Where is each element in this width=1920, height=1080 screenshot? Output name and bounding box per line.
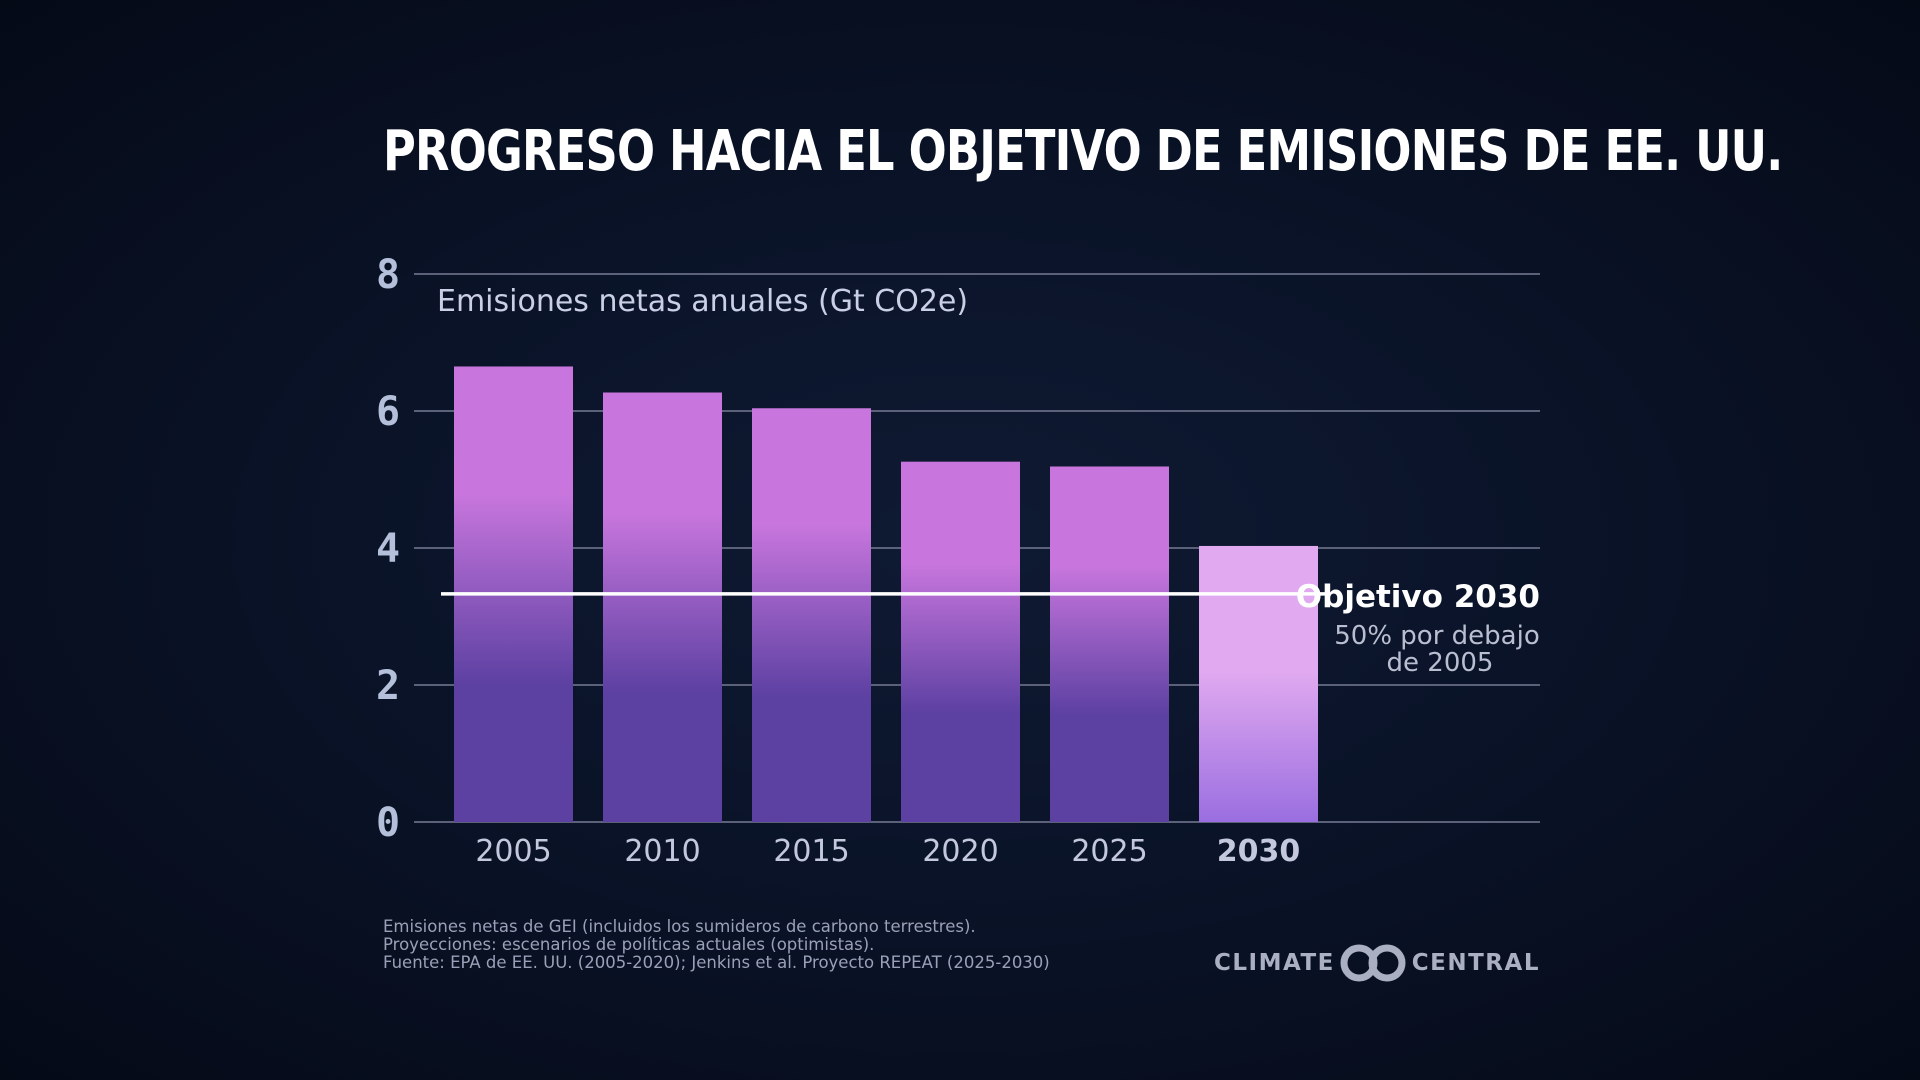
- target-sublabel-line2: de 2005: [1387, 648, 1494, 678]
- bar-2025: [1050, 466, 1169, 822]
- footnote-line: Emisiones netas de GEI (incluidos los su…: [383, 917, 976, 936]
- x-tick-label: 2025: [1071, 834, 1147, 869]
- y-tick-label: 0: [376, 800, 400, 846]
- footnote-line: Fuente: EPA de EE. UU. (2005-2020); Jenk…: [383, 953, 1050, 972]
- bar-2010: [603, 392, 722, 822]
- climate-central-logo-icon: [1340, 944, 1406, 982]
- target-label: Objetivo 2030: [1296, 579, 1540, 615]
- y-tick-label: 2: [376, 663, 400, 709]
- x-tick-label: 2010: [624, 834, 700, 869]
- target-sublabel-line1: 50% por debajo: [1334, 621, 1540, 651]
- footnotes: Emisiones netas de GEI (incluidos los su…: [383, 918, 1050, 972]
- y-tick-label: 4: [376, 526, 400, 572]
- bar-2030: [1199, 545, 1318, 822]
- climate-central-logo: CLIMATE CENTRAL: [1214, 940, 1540, 986]
- x-tick-label: 2005: [475, 834, 551, 869]
- y-tick-label: 8: [376, 252, 400, 298]
- x-tick-label: 2015: [773, 834, 849, 869]
- x-axis: 2005 2010 2015 2020 2025 2030: [475, 834, 1300, 869]
- bar-2020: [901, 461, 1020, 822]
- logo-text-right: CENTRAL: [1411, 950, 1540, 976]
- x-tick-label: 2020: [922, 834, 998, 869]
- y-axis: 0 2 4 6 8: [376, 252, 400, 846]
- target-annotation: Objetivo 2030 50% por debajo de 2005: [441, 579, 1540, 678]
- bar-2015: [752, 408, 871, 822]
- y-axis-label: Emisiones netas anuales (Gt CO2e): [437, 284, 968, 319]
- bars: [454, 366, 1318, 822]
- x-tick-label: 2030: [1217, 834, 1301, 869]
- footnote-line: Proyecciones: escenarios de políticas ac…: [383, 935, 875, 954]
- y-tick-label: 6: [376, 389, 400, 435]
- logo-text-left: CLIMATE: [1214, 950, 1335, 976]
